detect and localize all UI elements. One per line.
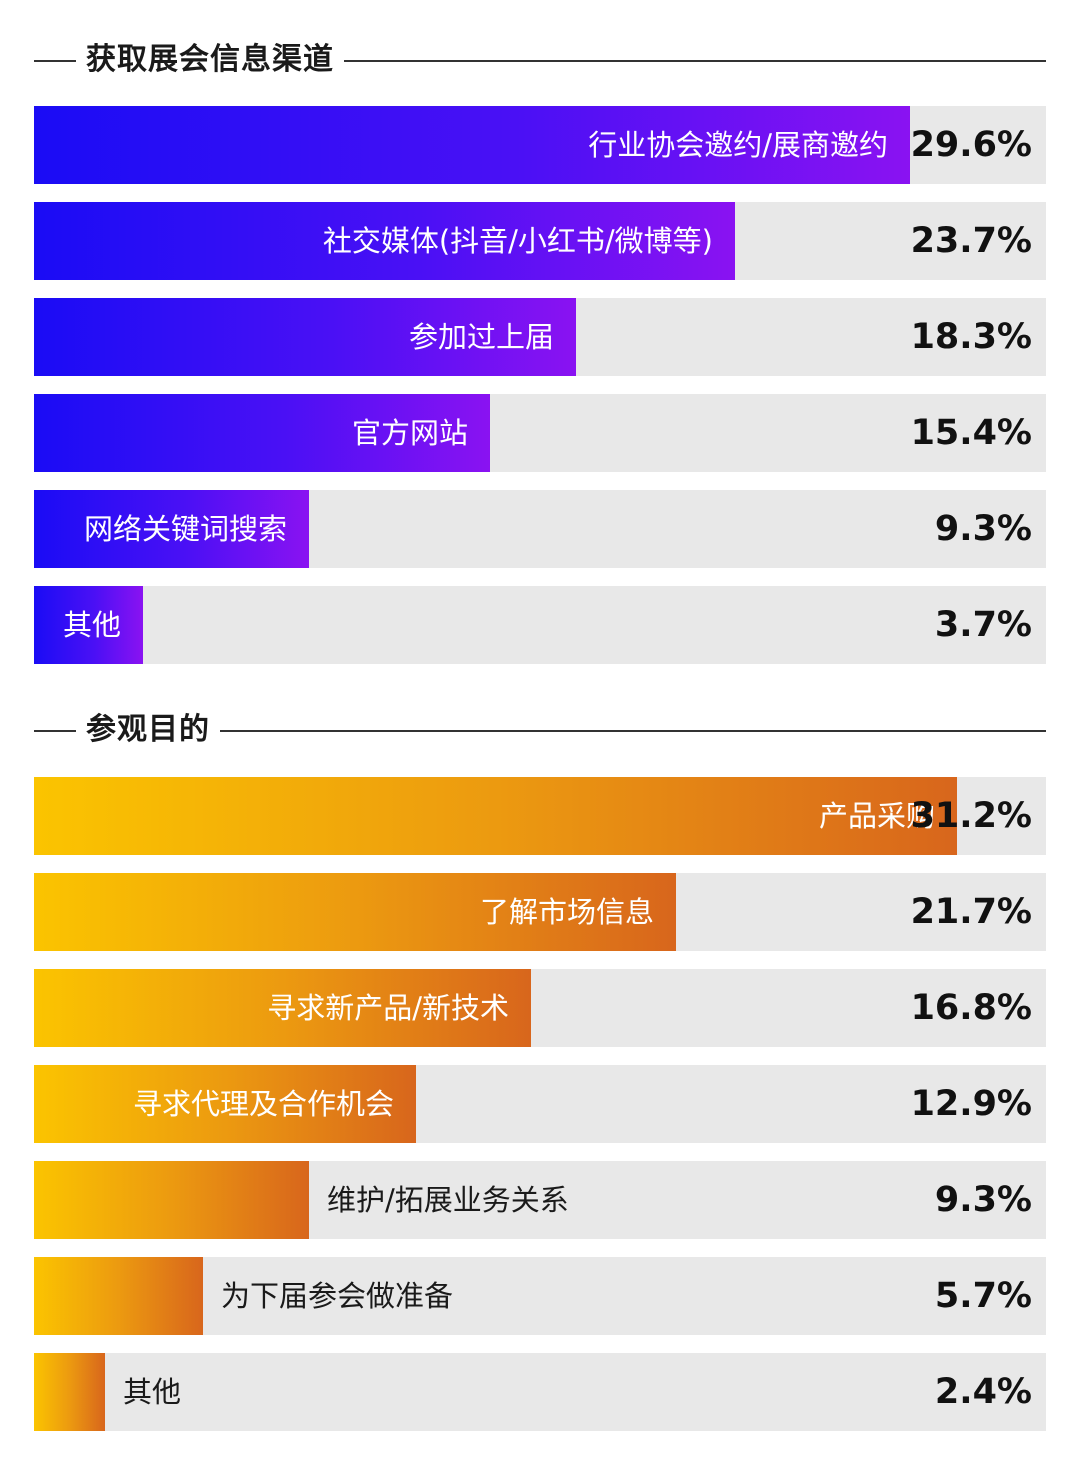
bar-row: 网络关键词搜索 9.3% xyxy=(34,490,1046,568)
bar-row: 官方网站 15.4% xyxy=(34,394,1046,472)
section-rule xyxy=(34,730,1046,732)
bar-label: 参加过上届 xyxy=(408,320,554,354)
bar xyxy=(34,202,735,280)
bar xyxy=(34,1065,416,1143)
bar-value: 23.7% xyxy=(910,221,1032,261)
bar-value: 29.6% xyxy=(910,125,1032,165)
bar-label: 社交媒体(抖音/小红书/微博等) xyxy=(322,224,713,258)
bar-row: 其他 3.7% xyxy=(34,586,1046,664)
bar-row: 社交媒体(抖音/小红书/微博等) 23.7% xyxy=(34,202,1046,280)
bar-value: 15.4% xyxy=(910,413,1032,453)
bar xyxy=(34,873,676,951)
bar-row: 为下届参会做准备 5.7% xyxy=(34,1257,1046,1335)
bar-row: 行业协会邀约/展商邀约 29.6% xyxy=(34,106,1046,184)
bar-label: 官方网站 xyxy=(351,416,468,450)
bar-label: 寻求新产品/新技术 xyxy=(267,991,509,1025)
bar xyxy=(34,1353,105,1431)
bar xyxy=(34,106,910,184)
bar xyxy=(34,490,309,568)
bar xyxy=(34,777,957,855)
bar-value: 31.2% xyxy=(910,796,1032,836)
bar-label: 寻求代理及合作机会 xyxy=(132,1087,394,1121)
bar-label: 了解市场信息 xyxy=(479,895,654,929)
section-title-text: 获取展会信息渠道 xyxy=(76,40,344,80)
bar-value: 5.7% xyxy=(934,1276,1032,1316)
section-rule xyxy=(34,60,1046,62)
bar-label: 行业协会邀约/展商邀约 xyxy=(588,128,888,162)
bar xyxy=(34,1161,309,1239)
bar-label: 产品采购 xyxy=(818,799,935,833)
bar-value: 12.9% xyxy=(910,1084,1032,1124)
bar-row: 寻求代理及合作机会 12.9% xyxy=(34,1065,1046,1143)
bar xyxy=(34,1257,203,1335)
section-title-1: 获取展会信息渠道 xyxy=(34,40,1046,80)
bar-label: 维护/拓展业务关系 xyxy=(327,1183,569,1217)
bar-row: 了解市场信息 21.7% xyxy=(34,873,1046,951)
bar-row: 其他 2.4% xyxy=(34,1353,1046,1431)
bar-row: 维护/拓展业务关系 9.3% xyxy=(34,1161,1046,1239)
bar xyxy=(34,298,576,376)
bar-value: 21.7% xyxy=(910,892,1032,932)
bar-value: 9.3% xyxy=(934,1180,1032,1220)
section-title-text: 参观目的 xyxy=(76,710,220,750)
bar-value: 16.8% xyxy=(910,988,1032,1028)
section-title-2: 参观目的 xyxy=(34,710,1046,750)
bar-value: 18.3% xyxy=(910,317,1032,357)
bar-label: 其他 xyxy=(62,608,121,642)
bar-label: 为下届参会做准备 xyxy=(221,1279,454,1313)
bar-value: 3.7% xyxy=(934,605,1032,645)
bar xyxy=(34,969,531,1047)
bar-row: 产品采购 31.2% xyxy=(34,777,1046,855)
bar-value: 2.4% xyxy=(934,1372,1032,1412)
bar-value: 9.3% xyxy=(934,509,1032,549)
bar-row: 寻求新产品/新技术 16.8% xyxy=(34,969,1046,1047)
bar-label: 网络关键词搜索 xyxy=(83,512,287,546)
bar xyxy=(34,586,143,664)
bar-row: 参加过上届 18.3% xyxy=(34,298,1046,376)
bar xyxy=(34,394,490,472)
bar-label: 其他 xyxy=(123,1375,182,1409)
